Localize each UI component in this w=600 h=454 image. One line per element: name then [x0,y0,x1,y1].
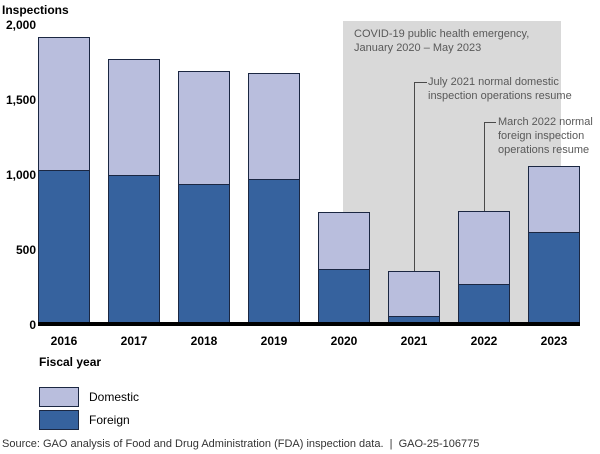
x-axis-line [38,322,580,326]
bar-segment-foreign-2020 [318,269,370,325]
bar-segment-domestic-2023 [528,166,580,232]
bar-2017 [108,59,160,325]
leader-line-2022-vertical [484,122,485,211]
legend-label-domestic: Domestic [89,390,140,404]
bar-segment-domestic-2020 [318,212,370,269]
covid-band-label-line2: January 2020 – May 2023 [354,42,482,54]
bar-2020 [318,212,370,325]
x-tick-2016: 2016 [50,334,78,348]
annotation-foreign-resume-line3: operations resume [498,144,590,156]
legend-swatch-foreign [39,410,79,430]
x-tick-2022: 2022 [470,334,498,348]
bar-segment-domestic-2021 [388,271,440,316]
bar-segment-domestic-2018 [178,71,230,184]
bar-segment-domestic-2016 [38,37,90,170]
bar-segment-domestic-2019 [248,73,300,179]
bar-2022 [458,211,510,325]
source-note: Source: GAO analysis of Food and Drug Ad… [2,438,480,450]
x-tick-2017: 2017 [120,334,148,348]
x-tick-2018: 2018 [190,334,218,348]
y-tick-1,000: 1,000 [5,168,36,182]
leader-line-2021-horizontal [414,82,427,83]
bar-segment-foreign-2017 [108,175,160,325]
bar-segment-foreign-2016 [38,170,90,325]
y-tick-500: 500 [15,243,36,257]
covid-band-label-line1: COVID-19 public health emergency, [354,28,530,40]
bar-2016 [38,37,90,325]
x-axis-title: Fiscal year [39,355,102,369]
leader-line-2021-vertical [414,82,415,271]
annotation-foreign-resume-line1: March 2022 normal [498,116,593,128]
bar-2018 [178,71,230,325]
leader-line-2022-horizontal [484,122,496,123]
bar-segment-foreign-2019 [248,179,300,325]
bar-segment-foreign-2018 [178,184,230,325]
x-tick-2021: 2021 [400,334,428,348]
bar-2023 [528,166,580,325]
x-tick-2020: 2020 [330,334,358,348]
legend-swatch-domestic [39,387,79,407]
x-tick-2023: 2023 [540,334,568,348]
annotation-domestic-resume-line1: July 2021 normal domestic [428,76,559,88]
y-tick-2,000: 2,000 [5,18,36,32]
x-tick-2019: 2019 [260,334,288,348]
bar-2021 [388,271,440,325]
covid-emergency-band [343,21,561,322]
y-axis-title: Inspections [2,3,69,17]
annotation-foreign-resume-line2: foreign inspection [498,130,585,142]
annotation-domestic-resume: July 2021 normal domestic inspection ope… [428,75,572,103]
bar-segment-foreign-2022 [458,284,510,325]
bar-segment-domestic-2017 [108,59,160,175]
y-tick-0: 0 [29,318,36,332]
annotation-foreign-resume: March 2022 normal foreign inspection ope… [498,115,593,157]
bar-segment-domestic-2022 [458,211,510,284]
bar-2019 [248,73,300,325]
bar-segment-foreign-2023 [528,232,580,325]
legend-label-foreign: Foreign [89,413,130,427]
y-tick-1,500: 1,500 [5,93,36,107]
annotation-domestic-resume-line2: inspection operations resume [428,90,572,102]
covid-band-label: COVID-19 public health emergency, Januar… [354,27,529,55]
